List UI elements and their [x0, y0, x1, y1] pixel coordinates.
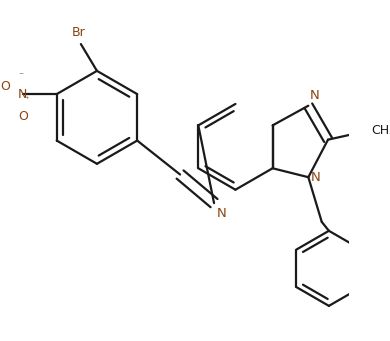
Text: N: N: [311, 171, 321, 184]
Text: N: N: [310, 89, 320, 102]
Text: N: N: [18, 88, 27, 101]
Text: Br: Br: [72, 26, 86, 39]
Text: CH₃: CH₃: [371, 124, 390, 137]
Text: O: O: [0, 80, 10, 93]
Text: ⁻: ⁻: [18, 72, 23, 81]
Text: N: N: [217, 207, 227, 220]
Text: ⁺: ⁺: [25, 95, 29, 104]
Text: O: O: [18, 110, 28, 123]
